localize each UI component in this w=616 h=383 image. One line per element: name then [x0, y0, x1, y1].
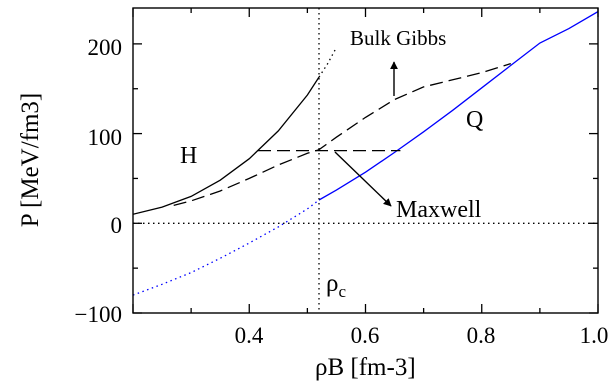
hadron-label: H [180, 143, 197, 169]
bulk-gibbs-label: Bulk Gibbs [350, 26, 446, 50]
reference-lines [133, 8, 598, 313]
y-axis-title: P [MeV/fm3] [17, 93, 44, 227]
x-axis-title-part: ρB [fm-3] [315, 354, 416, 381]
axis-ticks [132, 8, 599, 314]
x-tick-label-0.8: 0.8 [467, 323, 496, 348]
series-line-2 [318, 11, 598, 201]
y-tick-label-100: 100 [88, 125, 123, 150]
y-axis-title-part: P [MeV/fm3] [17, 93, 44, 227]
rho-c-label: ρc [326, 270, 346, 301]
y-tick-label-minus100: −100 [75, 302, 122, 327]
series-line-4 [173, 62, 511, 207]
y-tick-label-200: 200 [88, 35, 123, 60]
quark-label: Q [466, 107, 483, 133]
maxwell-label: Maxwell [396, 197, 482, 223]
x-axis-title: ρB [fm-3] [315, 354, 416, 381]
x-tick-label-1.0: 1.0 [580, 323, 609, 348]
y-tick-label-0: 0 [111, 213, 123, 238]
rho-c-subscript: c [338, 282, 346, 301]
series-group [133, 11, 598, 296]
series-line-3 [133, 199, 320, 296]
svg-text:P [MeV/fm3]: P [MeV/fm3] [17, 93, 44, 227]
svg-text:ρc: ρc [326, 270, 346, 301]
maxwell-arrow [334, 151, 392, 207]
svg-text:ρB [fm-3]: ρB [fm-3] [315, 354, 416, 381]
x-tick-label-0.6: 0.6 [351, 323, 380, 348]
rho-c-symbol: ρ [326, 270, 338, 297]
series-line-1 [318, 47, 337, 78]
series-line-0 [133, 76, 320, 215]
x-tick-label-0.4: 0.4 [235, 323, 264, 348]
